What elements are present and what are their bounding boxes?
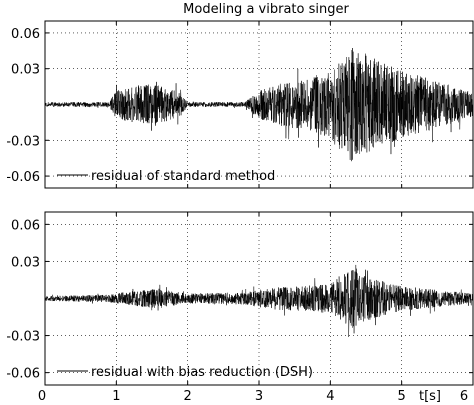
y-tick-label: 0.03 — [11, 63, 40, 78]
x-tick-label: 0 — [38, 389, 46, 404]
x-axis-label: t[s] — [419, 389, 441, 404]
legend: residual of standard method — [57, 169, 275, 184]
legend-label: residual with bias reduction (DSH) — [91, 365, 313, 380]
top-panel: 0.06 0.03 -0.03 -0.06 residual of standard m… — [6, 20, 474, 189]
bottom-panel: 0.06 0.03 -0.03 -0.06 0 1 2 3 4 5 6 residual with b… — [6, 211, 474, 404]
x-tick-label: 1 — [112, 389, 120, 404]
legend: residual with bias reduction (DSH) — [57, 365, 313, 380]
x-tick-label: 6 — [460, 389, 468, 404]
y-tick-label: 0.06 — [11, 218, 40, 233]
x-tick-label: 2 — [184, 389, 192, 404]
signal-trace — [44, 48, 474, 162]
legend-label: residual of standard method — [91, 169, 275, 184]
y-tick-label: 0.06 — [11, 27, 40, 42]
x-tick-label: 4 — [326, 389, 334, 404]
x-tick-label: 3 — [255, 389, 263, 404]
x-tick-label: 5 — [398, 389, 406, 404]
figure-title: Modeling a vibrato singer — [183, 2, 349, 17]
y-tick-label: 0.03 — [11, 255, 40, 270]
y-tick-label: -0.03 — [6, 134, 40, 149]
y-tick-label: -0.03 — [6, 330, 40, 345]
y-tick-label: -0.06 — [6, 367, 40, 382]
signal-trace — [44, 264, 474, 338]
y-tick-label: -0.06 — [6, 170, 40, 185]
